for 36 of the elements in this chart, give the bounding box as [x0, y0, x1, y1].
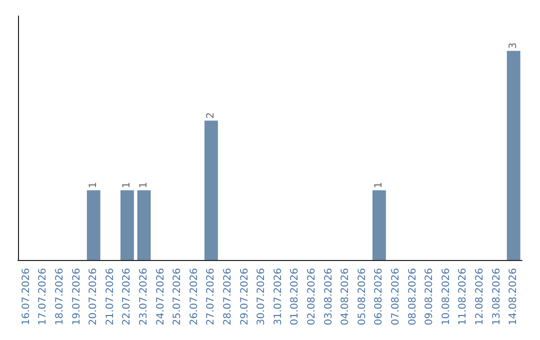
x-tick-label: 22.07.2026: [122, 268, 133, 326]
x-tick-label: 28.07.2026: [222, 268, 234, 326]
x-tick-label: 26.07.2026: [188, 268, 200, 326]
x-tick-label: 24.07.2026: [155, 268, 166, 326]
x-tick-label: 14.08.2026: [508, 268, 520, 326]
x-tick-label: 08.08.2026: [407, 268, 418, 326]
x-tick-label: 13.08.2026: [491, 268, 502, 326]
x-tick-label: 18.07.2026: [54, 268, 66, 326]
x-tick-label: 27.07.2026: [206, 268, 217, 326]
x-tick-label: 04.08.2026: [340, 268, 352, 326]
x-tick-label: 06.08.2026: [374, 268, 385, 326]
x-tick-label: 23.07.2026: [138, 268, 150, 326]
data-label: 3: [508, 42, 520, 49]
data-label: 1: [88, 182, 100, 188]
x-tick-label: 21.07.2026: [104, 268, 116, 326]
x-tick-label: 03.08.2026: [323, 268, 334, 326]
x-tick-label: 10.08.2026: [440, 268, 452, 326]
x-tick-label: 19.07.2026: [71, 268, 82, 326]
x-tick-label: 02.08.2026: [306, 268, 318, 326]
x-tick-label: 20.07.2026: [88, 268, 100, 326]
x-tick-label: 31.07.2026: [272, 268, 284, 326]
x-tick-label: 12.08.2026: [474, 268, 486, 326]
x-tick-label: 07.08.2026: [390, 268, 402, 326]
data-label: 2: [206, 112, 217, 119]
data-label: 1: [138, 182, 150, 188]
data-label: 1: [122, 182, 133, 188]
data-label: 1: [374, 182, 385, 188]
x-tick-label: 09.08.2026: [424, 268, 436, 326]
x-tick-label: 29.07.2026: [239, 268, 250, 326]
x-tick-label: 11.08.2026: [458, 268, 469, 326]
x-tick-label: 01.08.2026: [290, 268, 301, 326]
x-tick-label: 05.08.2026: [356, 268, 368, 326]
x-tick-label: 25.07.2026: [172, 268, 184, 326]
x-tick-label: 17.07.2026: [38, 268, 49, 326]
x-tick-label: 30.07.2026: [256, 268, 268, 326]
x-tick-label: 16.07.2026: [20, 268, 32, 326]
